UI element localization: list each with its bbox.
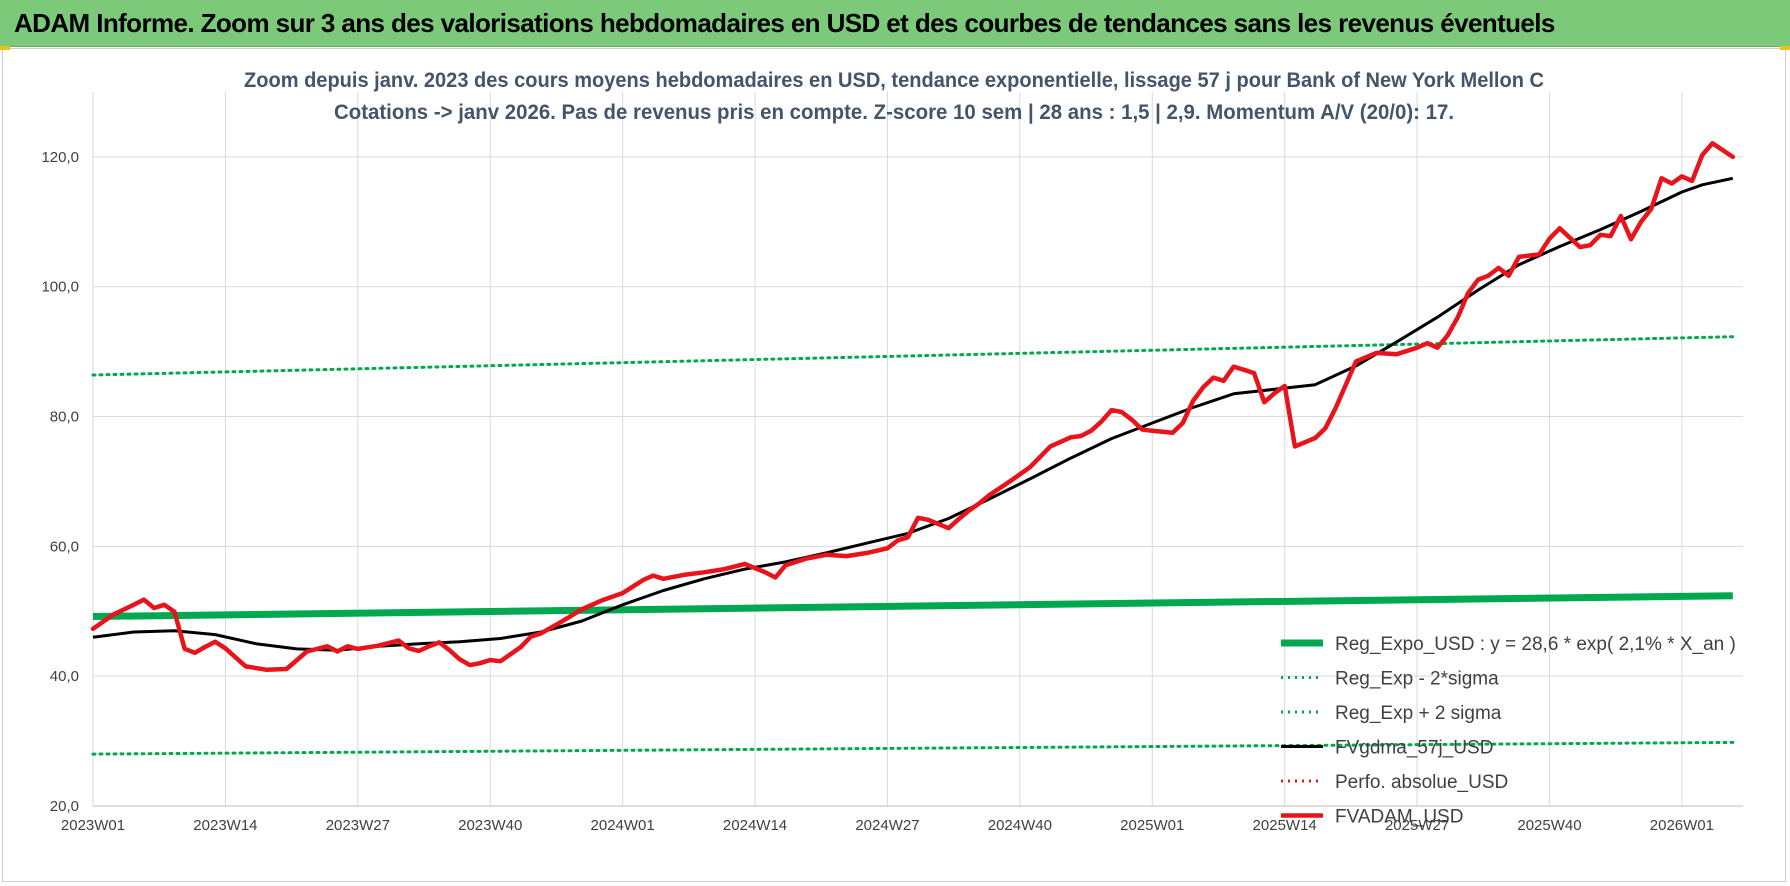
series-line-reg	[92, 592, 1733, 620]
legend-label: Perfo. absolue_USD	[1335, 772, 1508, 793]
y-tick-label: 60,0	[50, 538, 79, 555]
x-tick-label: 2025W01	[1120, 817, 1184, 834]
x-tick-label: 2024W01	[591, 817, 655, 834]
x-tick-label: 2026W01	[1650, 817, 1714, 834]
corner-mark	[0, 46, 10, 50]
x-tick-label: 2025W40	[1517, 817, 1581, 834]
x-tick-label: 2023W14	[193, 817, 257, 834]
chart-title-line-2: Cotations -> janv 2026. Pas de revenus p…	[334, 101, 1454, 124]
series-line-lower	[91, 335, 1735, 377]
x-tick-label: 2024W40	[988, 817, 1052, 834]
y-tick-label: 80,0	[50, 409, 79, 426]
series-line-fvgdma	[92, 176, 1734, 652]
x-tick-label: 2023W01	[61, 817, 125, 834]
legend-label: FVgdma_57j_USD	[1335, 738, 1493, 759]
chart-title-line-1: Zoom depuis janv. 2023 des cours moyens …	[244, 69, 1544, 92]
legend-label: Reg_Exp + 2 sigma	[1335, 703, 1502, 724]
series-line-upper	[91, 740, 1735, 756]
y-tick-label: 100,0	[41, 279, 79, 296]
line-chart: 20,0 40,0 60,0 80,0 100,0 120,0 2023W01 2023W14…	[41, 69, 1743, 834]
x-tick-label: 2024W27	[855, 817, 919, 834]
report-title: ADAM Informe. Zoom sur 3 ans des valoris…	[14, 8, 1555, 38]
chart-frame: 20,0 40,0 60,0 80,0 100,0 120,0 2023W01 2023W14…	[2, 48, 1786, 882]
corner-mark	[1780, 46, 1790, 50]
y-tick-label: 120,0	[41, 149, 79, 166]
series-line-fvadam	[90, 141, 1736, 672]
y-tick-label: 20,0	[50, 798, 79, 815]
x-tick-label: 2025W14	[1253, 817, 1317, 834]
legend-label: FVADAM_USD	[1335, 807, 1463, 828]
legend-label: Reg_Exp - 2*sigma	[1335, 669, 1499, 690]
y-tick-label: 40,0	[50, 668, 79, 685]
x-tick-label: 2023W27	[326, 817, 390, 834]
x-tick-label: 2023W40	[458, 817, 522, 834]
report-banner: ADAM Informe. Zoom sur 3 ans des valoris…	[0, 0, 1790, 47]
x-tick-label: 2024W14	[723, 817, 787, 834]
legend-label: Reg_Expo_USD : y = 28,6 * exp( 2,1% * X_…	[1335, 634, 1736, 655]
x-tick-label: 2025W27	[1385, 817, 1449, 834]
